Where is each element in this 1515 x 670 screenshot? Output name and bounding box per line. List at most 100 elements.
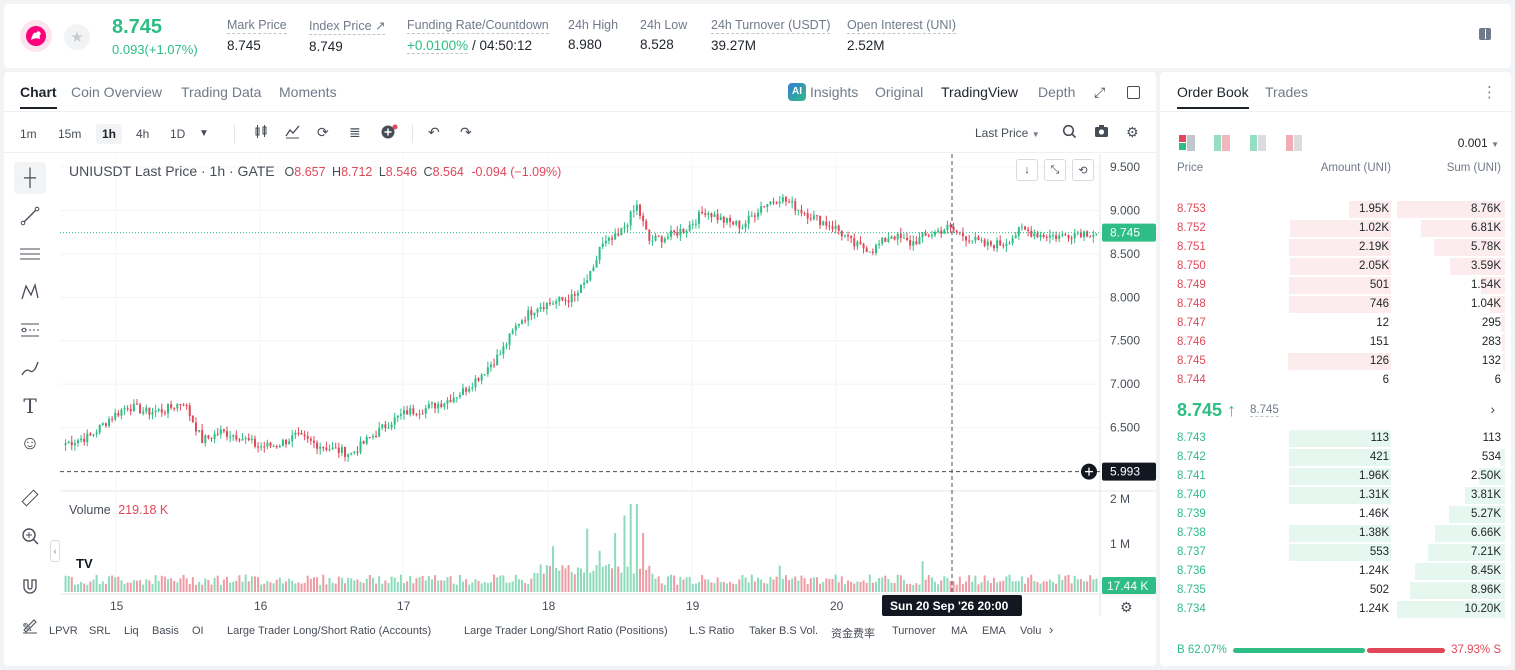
tab-trading-data[interactable]: Trading Data xyxy=(181,84,262,100)
stat-index-price[interactable]: Index Price ↗ 8.749 xyxy=(309,18,386,54)
window-icon[interactable] xyxy=(1127,86,1140,99)
indicator-item[interactable]: Taker B.S Vol. xyxy=(749,625,819,637)
text-tool-icon[interactable]: T xyxy=(23,394,37,418)
tab-coin-overview[interactable]: Coin Overview xyxy=(71,84,163,100)
scroll-down-icon[interactable]: ↓ xyxy=(1016,159,1038,181)
timeframe-1m[interactable]: 1m xyxy=(20,127,37,141)
expand-icon[interactable]: ⤢ xyxy=(1094,84,1106,100)
indicators-icon[interactable] xyxy=(285,124,300,142)
indicator-item[interactable]: LPVR xyxy=(49,625,78,637)
pencil-icon[interactable]: ✎ xyxy=(22,620,33,635)
order-book-row[interactable]: 8.734 1.24K 10.20K xyxy=(1160,600,1511,619)
settings-gear-icon[interactable]: ⚙ xyxy=(1126,124,1139,140)
fib-tool-icon[interactable] xyxy=(14,314,46,346)
tab-trades[interactable]: Trades xyxy=(1265,84,1309,100)
price-type-select[interactable]: Last Price ▼ xyxy=(975,126,1040,140)
tab-tradingview[interactable]: TradingView xyxy=(941,84,1019,100)
indicator-item[interactable]: SRL xyxy=(89,625,111,637)
indicator-item[interactable]: EMA xyxy=(982,625,1006,637)
zoom-in-icon[interactable] xyxy=(14,520,46,552)
stat-mark-price[interactable]: Mark Price 8.745 xyxy=(227,18,287,53)
order-book-row[interactable]: 8.740 1.31K 3.81K xyxy=(1160,486,1511,505)
indicator-item[interactable]: Large Trader Long/Short Ratio (Accounts) xyxy=(227,625,432,637)
tab-original[interactable]: Original xyxy=(875,84,924,100)
search-icon[interactable] xyxy=(1062,124,1077,142)
order-book-row[interactable]: 8.739 1.46K 5.27K xyxy=(1160,505,1511,524)
order-book-row[interactable]: 8.751 2.19K 5.78K xyxy=(1160,238,1511,257)
brush-tool-icon[interactable] xyxy=(14,352,46,384)
collapse-toolbar-icon[interactable]: ‹ xyxy=(50,540,60,562)
order-book-row[interactable]: 8.741 1.96K 2.50K xyxy=(1160,467,1511,486)
order-book-row[interactable]: 8.736 1.24K 8.45K xyxy=(1160,562,1511,581)
lock-drawings-icon[interactable] xyxy=(14,608,46,640)
order-book-row[interactable]: 8.750 2.05K 3.59K xyxy=(1160,257,1511,276)
candle-type-icon[interactable] xyxy=(254,124,269,142)
indicator-item[interactable]: OI xyxy=(192,625,204,637)
stat-funding-rate[interactable]: Funding Rate/Countdown +0.0100% / 04:50:… xyxy=(407,18,549,54)
horizontal-lines-tool-icon[interactable] xyxy=(14,238,46,270)
redo-icon[interactable]: ↷ xyxy=(460,124,472,140)
chevron-right-icon[interactable]: › xyxy=(1490,401,1495,417)
undo-icon[interactable]: ↶ xyxy=(428,124,440,140)
indicator-item[interactable]: Liq xyxy=(124,625,139,637)
order-book-row[interactable]: 8.744 6 6 xyxy=(1160,371,1511,390)
order-book-row[interactable]: 8.743 113 113 xyxy=(1160,429,1511,448)
stat-24h-turnover[interactable]: 24h Turnover (USDT) 39.27M xyxy=(711,18,831,53)
more-menu-icon[interactable]: ⋮ xyxy=(1482,84,1497,101)
magnet-icon[interactable] xyxy=(14,570,46,602)
guide-book-icon[interactable] xyxy=(1477,26,1495,44)
indicator-item[interactable]: Basis xyxy=(152,625,179,637)
view-bids-only-icon[interactable] xyxy=(1286,135,1302,151)
order-book-row[interactable]: 8.747 12 295 xyxy=(1160,314,1511,333)
order-book-row[interactable]: 8.742 421 534 xyxy=(1160,448,1511,467)
trend-line-tool-icon[interactable] xyxy=(14,200,46,232)
indicator-item[interactable]: Turnover xyxy=(892,625,936,637)
camera-icon[interactable] xyxy=(1094,124,1109,141)
stat-open-interest[interactable]: Open Interest (UNI) 2.52M xyxy=(847,18,957,53)
order-book-row[interactable]: 8.745 126 132 xyxy=(1160,352,1511,371)
timeframe-1d[interactable]: 1D xyxy=(170,127,186,141)
tab-insights[interactable]: Insights xyxy=(810,84,859,100)
axis-settings-icon[interactable]: ⚙ xyxy=(1120,599,1133,615)
tab-chart[interactable]: Chart xyxy=(20,84,57,109)
order-book-row[interactable]: 8.735 502 8.96K xyxy=(1160,581,1511,600)
price-chart[interactable]: 8.745 5.993 Sun 20 Sep '26 20:00 17.44 K 9.… xyxy=(60,154,1156,616)
crosshair-tool-icon[interactable]: ┼ xyxy=(14,162,46,194)
add-alert-icon[interactable] xyxy=(380,124,398,143)
refresh-icon[interactable]: ⟲ xyxy=(1072,159,1094,181)
indicator-item[interactable]: MA xyxy=(951,625,968,637)
replay-icon[interactable]: ⟳ xyxy=(317,124,329,140)
candle-body xyxy=(219,429,222,435)
favorite-star-icon[interactable]: ★ xyxy=(64,24,90,50)
timeframe-4h[interactable]: 4h xyxy=(136,127,150,141)
collapse-icon[interactable]: ⤡ xyxy=(1044,159,1066,181)
order-book-row[interactable]: 8.749 501 1.54K xyxy=(1160,276,1511,295)
order-book-row[interactable]: 8.752 1.02K 6.81K xyxy=(1160,219,1511,238)
ruler-tool-icon[interactable] xyxy=(14,482,46,514)
order-book-row[interactable]: 8.737 553 7.21K xyxy=(1160,543,1511,562)
timeframe-1h[interactable]: 1h xyxy=(96,124,123,144)
candle-body xyxy=(477,378,480,381)
pattern-tool-icon[interactable] xyxy=(14,276,46,308)
order-book-row[interactable]: 8.746 151 283 xyxy=(1160,333,1511,352)
order-book-row[interactable]: 8.738 1.38K 6.66K xyxy=(1160,524,1511,543)
view-both-icon[interactable] xyxy=(1179,135,1195,151)
tab-order-book[interactable]: Order Book xyxy=(1177,84,1249,109)
indicator-item[interactable]: 资金费率 xyxy=(831,628,875,640)
tab-moments[interactable]: Moments xyxy=(279,84,337,100)
indicator-item[interactable]: Volu xyxy=(1020,625,1042,637)
view-asks-only-icon[interactable] xyxy=(1250,135,1266,151)
precision-select[interactable]: 0.001 ▼ xyxy=(1458,136,1499,150)
order-book-row[interactable]: 8.748 746 1.04K xyxy=(1160,295,1511,314)
indicator-item[interactable]: L.S Ratio xyxy=(689,625,735,637)
order-book-row[interactable]: 8.753 1.95K 8.76K xyxy=(1160,200,1511,219)
chevron-right-icon[interactable]: › xyxy=(1049,622,1054,637)
emoji-tool-icon[interactable]: ☺ xyxy=(20,433,40,454)
timeframe-15m[interactable]: 15m xyxy=(58,127,82,141)
indicator-item[interactable]: Large Trader Long/Short Ratio (Positions… xyxy=(464,625,668,637)
template-icon[interactable]: ≣ xyxy=(349,124,361,140)
view-bids-icon[interactable] xyxy=(1214,135,1230,151)
ai-insights-icon[interactable]: AI xyxy=(788,83,806,101)
timeframe-dropdown-icon[interactable]: ▼ xyxy=(199,128,209,139)
tab-depth[interactable]: Depth xyxy=(1038,84,1076,100)
